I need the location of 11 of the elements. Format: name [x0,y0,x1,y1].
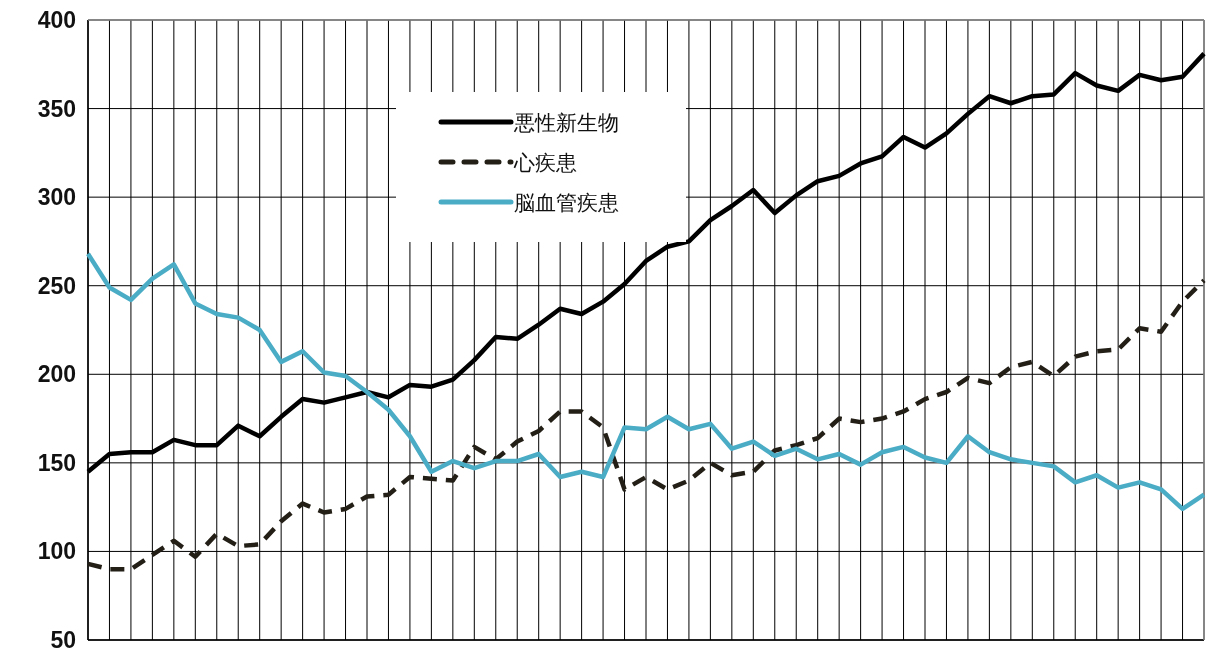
y-tick-label: 100 [37,538,76,565]
legend-label: 悪性新生物 [513,111,619,134]
legend-label: 心疾患 [513,151,577,174]
legend-label: 脳血管疾患 [514,191,619,214]
y-tick-label: 150 [37,449,76,476]
y-tick-label: 400 [37,7,76,33]
y-tick-label: 350 [37,95,76,122]
y-tick-label: 300 [37,184,76,211]
y-tick-label: 200 [37,361,76,388]
y-tick-label: 50 [50,627,76,653]
y-tick-label: 250 [37,272,76,299]
